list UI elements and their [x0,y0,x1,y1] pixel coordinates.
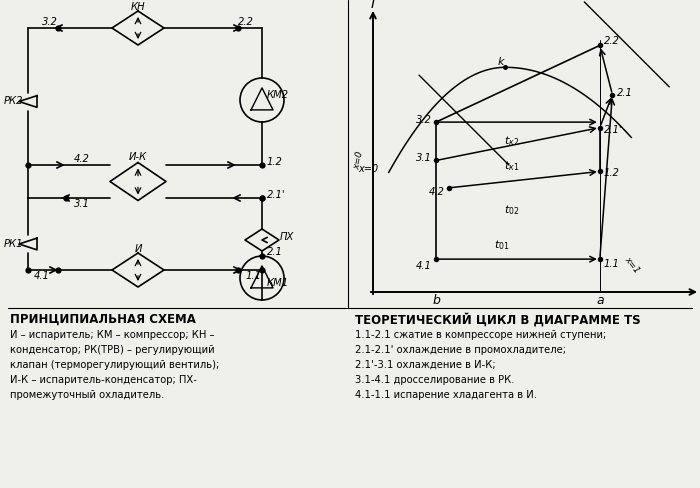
Text: 2.1-2.1' охлаждение в промохладителе;: 2.1-2.1' охлаждение в промохладителе; [355,345,566,355]
Text: РК1: РК1 [4,239,23,249]
Text: 1.2: 1.2 [267,157,283,167]
Text: $t_{к2}$: $t_{к2}$ [504,134,519,148]
Text: T: T [369,0,377,11]
Text: a: a [596,293,603,306]
Text: k: k [498,57,505,67]
Text: $t_{к1}$: $t_{к1}$ [504,159,519,173]
Text: $t_{01}$: $t_{01}$ [494,239,510,252]
Text: 2.1': 2.1' [604,124,622,135]
Text: промежуточный охладитель.: промежуточный охладитель. [10,390,164,400]
Text: И – испаритель; КМ – компрессор; КН –: И – испаритель; КМ – компрессор; КН – [10,330,214,340]
Text: 1.1-2.1 сжатие в компрессоре нижней ступени;: 1.1-2.1 сжатие в компрессоре нижней ступ… [355,330,606,340]
Text: 2.2: 2.2 [604,37,620,46]
Text: 3.1: 3.1 [74,199,90,209]
Text: ПХ: ПХ [280,232,295,242]
Text: 4.1: 4.1 [34,271,50,281]
Text: конденсатор; РК(ТРВ) – регулирующий: конденсатор; РК(ТРВ) – регулирующий [10,345,215,355]
Text: 2.1'-3.1 охлаждение в И-К;: 2.1'-3.1 охлаждение в И-К; [355,360,496,370]
Text: 4.2: 4.2 [428,187,444,197]
Text: 1.2: 1.2 [604,168,620,179]
Text: 3.1-4.1 дросселирование в РК.: 3.1-4.1 дросселирование в РК. [355,375,514,385]
Text: 4.1-1.1 испарение хладагента в И.: 4.1-1.1 испарение хладагента в И. [355,390,537,400]
Text: 2.1': 2.1' [267,190,286,200]
Text: x=0: x=0 [353,150,365,170]
Text: ПРИНЦИПИАЛЬНАЯ СХЕМА: ПРИНЦИПИАЛЬНАЯ СХЕМА [10,313,196,326]
Text: клапан (терморегулирующий вентиль);: клапан (терморегулирующий вентиль); [10,360,219,370]
Text: КМ2: КМ2 [267,90,289,100]
Text: 1.1: 1.1 [246,271,262,281]
Text: 3.2: 3.2 [42,17,58,27]
Text: И-К: И-К [129,152,147,163]
Text: ТЕОРЕТИЧЕСКИЙ ЦИКЛ В ДИАГРАММЕ TS: ТЕОРЕТИЧЕСКИЙ ЦИКЛ В ДИАГРАММЕ TS [355,313,640,327]
Text: b: b [432,293,440,306]
Text: 2.1: 2.1 [267,247,283,257]
Text: 3.2: 3.2 [416,115,432,125]
Text: x=0: x=0 [358,163,378,174]
Text: КМ1: КМ1 [267,278,289,288]
Text: КН: КН [131,2,146,12]
Text: $t_{02}$: $t_{02}$ [504,203,519,217]
Text: 4.1: 4.1 [416,261,432,271]
Text: 2.2: 2.2 [238,17,254,27]
Text: 1.1: 1.1 [604,259,620,269]
Text: 2.1: 2.1 [617,88,634,98]
Text: РК2: РК2 [4,97,23,106]
Text: И: И [134,244,141,254]
Text: x=1: x=1 [622,254,641,275]
Text: И-К – испаритель-конденсатор; ПХ-: И-К – испаритель-конденсатор; ПХ- [10,375,197,385]
Text: 3.1: 3.1 [416,154,432,163]
Text: 4.2: 4.2 [74,154,90,164]
